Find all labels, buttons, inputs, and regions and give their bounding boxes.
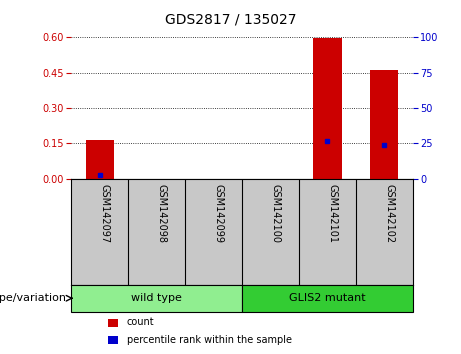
Text: GSM142102: GSM142102	[384, 184, 394, 243]
Text: wild type: wild type	[131, 293, 182, 303]
Bar	[370, 70, 398, 179]
Text: percentile rank within the sample: percentile rank within the sample	[127, 335, 292, 344]
Bar	[71, 285, 242, 312]
Text: GLIS2 mutant: GLIS2 mutant	[289, 293, 366, 303]
Text: GDS2817 / 135027: GDS2817 / 135027	[165, 12, 296, 27]
Text: GSM142097: GSM142097	[100, 184, 110, 243]
Text: genotype/variation: genotype/variation	[0, 293, 67, 303]
Bar	[313, 38, 342, 179]
Bar	[86, 140, 114, 179]
Text: GSM142098: GSM142098	[157, 184, 167, 243]
Text: GSM142101: GSM142101	[327, 184, 337, 243]
Text: count: count	[127, 318, 154, 327]
Text: GSM142100: GSM142100	[271, 184, 280, 243]
Bar	[242, 285, 413, 312]
Text: GSM142099: GSM142099	[213, 184, 224, 243]
